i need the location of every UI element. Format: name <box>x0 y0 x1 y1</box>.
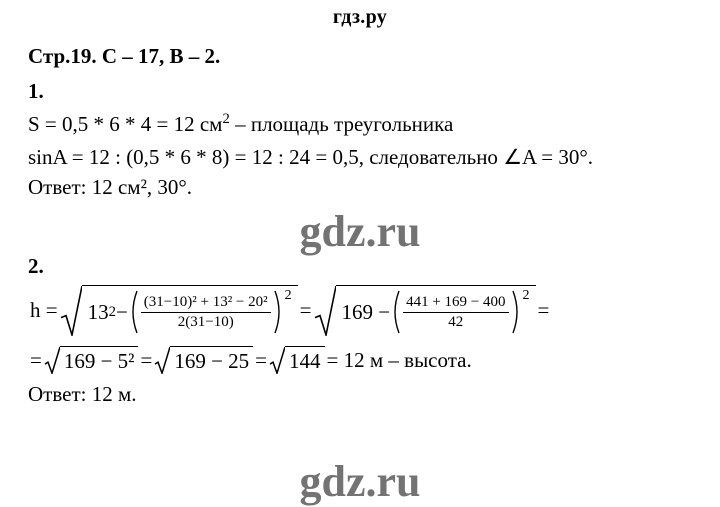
q2-number: 2. <box>28 254 692 279</box>
eq-tail-1: = <box>536 298 552 323</box>
r1-a: 13 <box>88 300 109 325</box>
radical-3-body: 169 − 5² <box>60 346 139 374</box>
r2-frac-num: 441 + 169 − 400 <box>403 294 508 311</box>
q2-answer: Ответ: 12 м. <box>28 382 692 407</box>
paren-right-icon <box>512 290 522 334</box>
r1-fraction: (31−10)² + 13² − 20² 2(31−10) <box>141 294 271 330</box>
q2-math-row-1: h = 13 2 − (31−10)² + 13² − 20² 2(31−10) <box>28 285 692 336</box>
radical-2: 169 − 441 + 169 − 400 42 2 <box>314 285 536 336</box>
r1-frac-num: (31−10)² + 13² − 20² <box>141 294 271 311</box>
radical-2-body: 169 − 441 + 169 − 400 42 2 <box>336 285 536 336</box>
radical-symbol <box>269 346 285 374</box>
page: гдз.ру gdz.ru gdz.ru Стр.19. С – 17, В –… <box>0 0 720 507</box>
q2-result: = 12 м – высота. <box>325 348 474 373</box>
paren-left-icon <box>390 290 400 334</box>
q1-line-1: S = 0,5 * 6 * 4 = 12 см2 – площадь треуг… <box>28 108 692 141</box>
radical-symbol <box>314 285 336 336</box>
radical-1: 132 − (31−10)² + 13² − 20² 2(31−10) 2 <box>60 285 298 336</box>
radical-3: 169 − 5² <box>44 346 139 374</box>
watermark-top: гдз.ру <box>0 6 720 29</box>
q1-number: 1. <box>28 79 692 104</box>
cont-eq: = <box>28 348 44 373</box>
r2-paren-sup: 2 <box>523 288 530 305</box>
eq-1: = <box>298 298 314 323</box>
spacer <box>28 200 692 244</box>
r1-minus: − <box>116 300 128 325</box>
radical-symbol <box>154 346 170 374</box>
r2-paren-content: 441 + 169 − 400 42 <box>400 290 511 334</box>
radical-5: 144 <box>269 346 325 374</box>
r2-paren: 441 + 169 − 400 42 <box>390 290 521 334</box>
paren-right-icon <box>274 290 284 334</box>
r2-a: 169 − <box>342 300 391 325</box>
q1-line1-sup: 2 <box>222 111 229 127</box>
q1-line2-b: A = 30°. <box>522 145 593 169</box>
radical-symbol <box>60 285 82 336</box>
q2-h-eq: h = <box>28 298 60 323</box>
r2-fraction: 441 + 169 − 400 42 <box>403 294 508 330</box>
eq-3: = <box>253 348 269 373</box>
fraction-bar <box>141 312 271 313</box>
q1-answer: Ответ: 12 см², 30°. <box>28 175 692 200</box>
q1-line1-lhs: S = 0,5 * 6 * 4 = 12 см <box>28 112 222 136</box>
watermark-mid-2: gdz.ru <box>0 456 720 507</box>
fraction-bar <box>403 312 508 313</box>
paren-left-icon <box>128 290 138 334</box>
radical-1-body: 132 − (31−10)² + 13² − 20² 2(31−10) 2 <box>82 285 298 336</box>
q1-line-2: sinA = 12 : (0,5 * 6 * 8) = 12 : 24 = 0,… <box>28 141 692 174</box>
radical-4-body: 169 − 25 <box>170 346 253 374</box>
q1-line2-a: sinA = 12 : (0,5 * 6 * 8) = 12 : 24 = 0,… <box>28 145 503 169</box>
radical-5-body: 144 <box>285 346 325 374</box>
eq-2: = <box>138 348 154 373</box>
radical-4: 169 − 25 <box>154 346 253 374</box>
page-heading: Стр.19. С – 17, В – 2. <box>28 44 692 69</box>
q1-line1-rhs: – площадь треугольника <box>230 112 454 136</box>
r1-paren-content: (31−10)² + 13² − 20² 2(31−10) <box>138 290 274 334</box>
r1-frac-den: 2(31−10) <box>175 314 237 331</box>
r1-paren-sup: 2 <box>285 288 292 305</box>
q2-math-row-2: = 169 − 5² = 169 − 25 = 144 = 12 м – выс… <box>28 346 692 374</box>
angle-symbol: ∠ <box>503 145 522 169</box>
r1-paren: (31−10)² + 13² − 20² 2(31−10) <box>128 290 284 334</box>
r2-frac-den: 42 <box>445 314 466 331</box>
radical-symbol <box>44 346 60 374</box>
